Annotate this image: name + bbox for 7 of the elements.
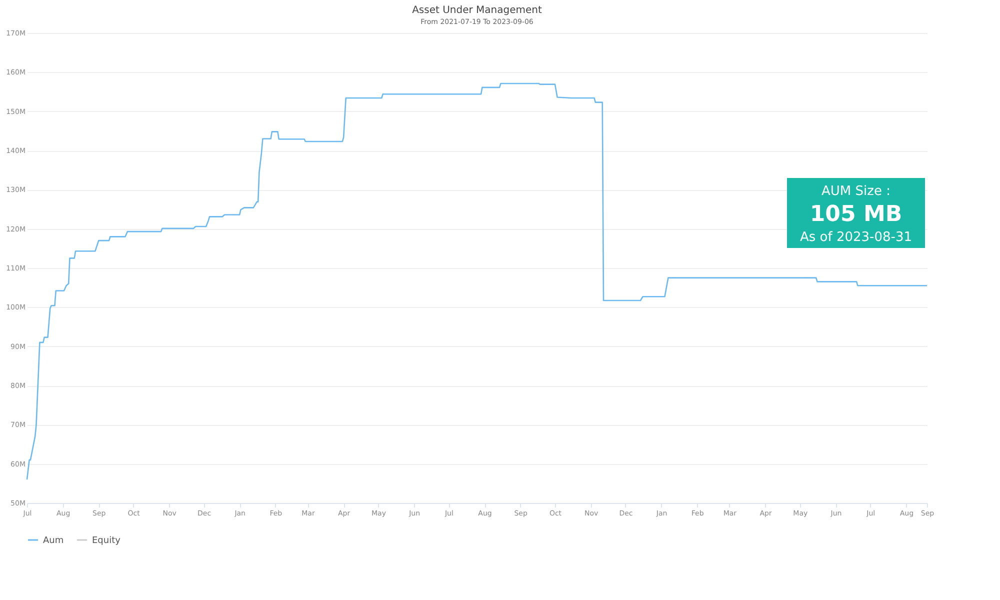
chart-title: Asset Under Management [412,5,542,16]
annotation: As of 2023-08-31 [800,230,912,245]
annotation: AUM Size : [822,184,890,199]
line-series [26,82,928,480]
annotation: 105 MB [810,202,902,227]
legend-label: Aum [43,536,64,546]
legend-label: Equity [92,536,122,546]
